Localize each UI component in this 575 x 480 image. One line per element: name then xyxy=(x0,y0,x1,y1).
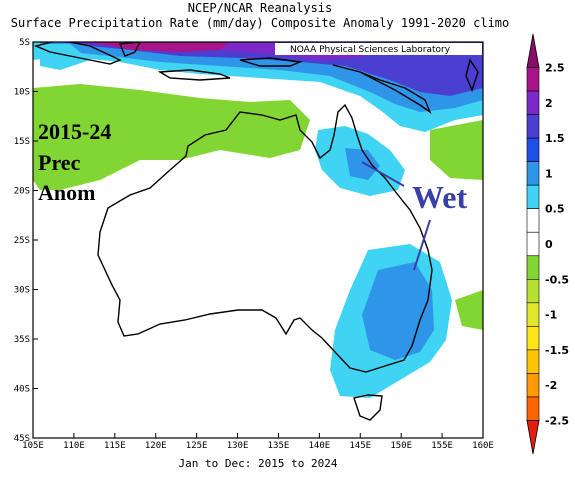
colorbar-swatch xyxy=(526,420,540,455)
period-label-line1: 2015-24 xyxy=(38,119,111,144)
colorbar-swatch xyxy=(526,208,540,233)
colorbar-swatch xyxy=(526,33,540,68)
colorbar: 2.5 2 1.5 1 0.5 0 -0.5 -1 -1.5 -2 -2.5 xyxy=(526,33,569,455)
credit-box xyxy=(275,43,482,55)
colorbar-swatch xyxy=(526,396,540,421)
colorbar-label: 2 xyxy=(545,97,553,110)
lon-tick-label: 110E xyxy=(63,441,85,451)
lon-tick-label: 155E xyxy=(431,441,453,451)
colorbar-swatch xyxy=(526,90,540,115)
colorbar-label: 1.5 xyxy=(545,132,565,145)
lon-tick-label: 115E xyxy=(104,441,126,451)
lat-tick-label: 20S xyxy=(14,187,30,197)
lat-tick-label: 40S xyxy=(14,385,30,395)
colorbar-label: 0 xyxy=(545,238,553,251)
lon-tick-label: 140E xyxy=(309,441,331,451)
colorbar-label: -2.5 xyxy=(545,414,569,427)
colorbar-swatch xyxy=(526,114,540,139)
lat-tick-label: 25S xyxy=(14,236,30,246)
period-caption: Jan to Dec: 2015 to 2024 xyxy=(179,457,338,470)
lat-tick-label: 35S xyxy=(14,335,30,345)
credit-text: NOAA Physical Sciences Laboratory xyxy=(290,45,451,55)
lat-tick-label: 15S xyxy=(14,137,30,147)
lat-tick-label: 45S xyxy=(14,434,30,444)
lon-tick-label: 105E xyxy=(22,441,44,451)
wet-pointer-north xyxy=(361,161,405,187)
colorbar-swatch xyxy=(526,137,540,162)
colorbar-swatch xyxy=(526,255,540,280)
colorbar-swatch xyxy=(526,278,540,304)
lon-tick-label: 120E xyxy=(145,441,167,451)
colorbar-swatch xyxy=(526,373,540,398)
anomaly-field xyxy=(33,42,483,438)
lon-axis: 105E 110E 115E 120E 125E 130E 135E 140E 145E 150E… xyxy=(22,433,494,451)
period-label-line2: Prec xyxy=(38,150,81,175)
colorbar-label: 0.5 xyxy=(545,203,565,216)
colorbar-label: -2 xyxy=(545,379,557,392)
lon-tick-label: 125E xyxy=(186,441,208,451)
colorbar-label: 1 xyxy=(545,167,553,180)
colorbar-swatch xyxy=(526,184,540,210)
lat-tick-label: 5S xyxy=(19,38,30,48)
lat-tick-label: 10S xyxy=(14,88,30,98)
map-title: NCEP/NCAR Reanalysis xyxy=(187,1,333,15)
lat-tick-label: 30S xyxy=(14,286,30,296)
colorbar-swatch xyxy=(526,231,540,257)
lon-tick-label: 135E xyxy=(268,441,290,451)
colorbar-label: -1 xyxy=(545,309,557,322)
north-dry-band xyxy=(33,84,310,190)
lon-tick-label: 150E xyxy=(390,441,412,451)
lon-tick-label: 160E xyxy=(472,441,494,451)
period-label-line3: Anom xyxy=(38,180,95,205)
lat-axis: 5S 10S 15S 20S 25S 30S 35S 40S 45S xyxy=(14,38,38,444)
australia-coastline xyxy=(33,42,479,421)
wet-pointer-south xyxy=(413,219,431,271)
colorbar-swatch xyxy=(526,67,540,92)
lon-tick-label: 130E xyxy=(227,441,249,451)
colorbar-label: 2.5 xyxy=(545,62,565,75)
colorbar-swatch xyxy=(526,161,540,186)
colorbar-swatch xyxy=(526,302,540,327)
colorbar-swatch xyxy=(526,326,540,351)
map-subtitle: Surface Precipitation Rate (mm/day) Comp… xyxy=(10,16,510,30)
colorbar-label: -0.5 xyxy=(545,273,569,286)
wet-label: Wet xyxy=(412,179,467,215)
colorbar-label: -1.5 xyxy=(545,344,569,357)
lon-tick-label: 145E xyxy=(349,441,371,451)
colorbar-swatch xyxy=(526,349,540,374)
